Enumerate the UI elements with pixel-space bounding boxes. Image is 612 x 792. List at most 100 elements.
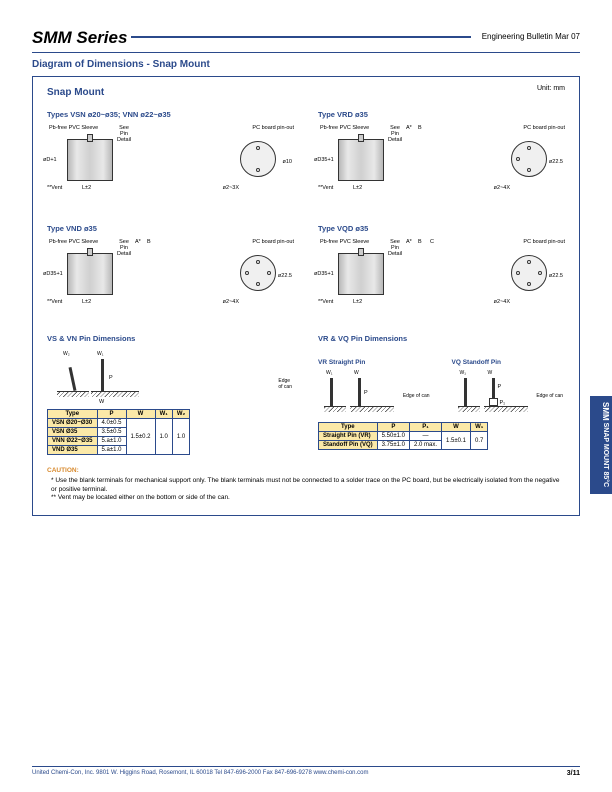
phi-label: ø2~4X: [223, 299, 239, 305]
pin-dim-left: VS & VN Pin Dimensions W₂ W₁ Edge of can…: [47, 334, 294, 455]
w-label: W: [488, 370, 493, 376]
side-tab-line2: SNAP MOUNT 85°C: [602, 423, 609, 488]
caution-title: CAUTION:: [47, 467, 565, 475]
caution-text-1: * Use the blank terminals for mechanical…: [51, 477, 565, 494]
pin-dim-table-left: TypePWW₁W₂VSN Ø20~Ø304.0±0.51.5±0.21.01.…: [47, 409, 190, 455]
p-label: P: [364, 390, 368, 396]
sleeve-label: Pb-free PVC Sleeve: [49, 239, 98, 245]
section-title: Diagram of Dimensions - Snap Mount: [32, 59, 580, 70]
capacitor-shape: [338, 253, 384, 295]
capacitor-shape: [67, 139, 113, 181]
side-tab: SMM SNAP MOUNT 85°C: [590, 396, 612, 494]
diagram-drawing: Pb-free PVC Sleeve See Pin Detail PC boa…: [318, 241, 565, 313]
sleeve-label: Pb-free PVC Sleeve: [320, 125, 369, 131]
pin-diagram-vr: W₁ W Edge of can P: [318, 370, 432, 416]
diam-label: ø22.5: [278, 273, 292, 279]
d35-label: øD35+1: [314, 157, 334, 163]
pcb-circle: [240, 255, 276, 291]
l-label: L±2: [353, 299, 362, 305]
sleeve-label: Pb-free PVC Sleeve: [49, 125, 98, 131]
a-label: A*: [406, 239, 412, 245]
phi-label: ø2~3X: [223, 185, 239, 191]
pin-diagram-vq: W₁ W Edge of can P P₁: [452, 370, 566, 416]
pin-detail-label: See Pin Detail: [117, 239, 131, 257]
c-label: C: [430, 239, 434, 245]
capacitor-shape: [67, 253, 113, 295]
pin-dim-table-right: TypePP₁WW₁Straight Pin (VR)5.50±1.0—1.5±…: [318, 422, 488, 450]
caution-text-2: ** Vent may be located either on the bot…: [51, 494, 565, 502]
l-label: L±2: [82, 185, 91, 191]
w-label: W: [99, 399, 104, 405]
edge-label: Edge of can: [536, 394, 563, 400]
unit-label: Unit: mm: [537, 85, 565, 92]
w1-label: W₁: [460, 370, 466, 376]
series-title: SMM Series: [32, 28, 471, 48]
page-footer: United Chemi-Con, Inc. 9801 W. Higgins R…: [32, 766, 580, 776]
phi-label: ø2~4X: [494, 185, 510, 191]
sleeve-label: Pb-free PVC Sleeve: [320, 239, 369, 245]
type-label: Type VND ø35: [47, 224, 294, 233]
phi-label: ø2~4X: [494, 299, 510, 305]
vr-subtitle: VR Straight Pin: [318, 359, 365, 366]
diagram-vrd: Type VRD ø35 Pb-free PVC Sleeve See Pin …: [318, 110, 565, 206]
b-label: B: [147, 239, 151, 245]
diagram-grid: Types VSN ø20~ø35; VNN ø22~ø35 Pb-free P…: [47, 110, 565, 320]
pin-dimensions-row: VS & VN Pin Dimensions W₂ W₁ Edge of can…: [47, 334, 565, 455]
side-tab-line1: SMM: [601, 402, 610, 421]
l-label: L±2: [353, 185, 362, 191]
caution-block: CAUTION: * Use the blank terminals for m…: [47, 467, 565, 503]
d35-label: øD35+1: [43, 271, 63, 277]
bulletin-label: Engineering Bulletin Mar 07: [482, 32, 580, 41]
edge-label: Edge of can: [403, 394, 430, 400]
p-label: P: [109, 375, 113, 381]
a-label: A*: [135, 239, 141, 245]
w2-label: W₂: [63, 351, 70, 357]
page-number: 3/11: [567, 770, 580, 777]
snap-mount-title: Snap Mount: [47, 87, 565, 98]
diagram-vnd: Type VND ø35 Pb-free PVC Sleeve See Pin …: [47, 224, 294, 320]
pin-detail-label: See Pin Detail: [388, 125, 402, 143]
vent-label: **Vent: [47, 185, 62, 191]
vent-label: **Vent: [47, 299, 62, 305]
diam-label: ø22.5: [549, 159, 563, 165]
diam-label: ø22.5: [549, 273, 563, 279]
p1-label: P₁: [500, 400, 506, 406]
pin-title: VS & VN Pin Dimensions: [47, 334, 294, 343]
page-header: SMM Series Engineering Bulletin Mar 07: [32, 28, 580, 53]
diagram-drawing: Pb-free PVC Sleeve See Pin Detail PC boa…: [318, 127, 565, 199]
d-label: øD+1: [43, 157, 57, 163]
diagram-vqd: Type VQD ø35 Pb-free PVC Sleeve See Pin …: [318, 224, 565, 320]
pcb-circle: [511, 141, 547, 177]
diagram-drawing: Pb-free PVC Sleeve See Pin Detail PC boa…: [47, 241, 294, 313]
pin-title: VR & VQ Pin Dimensions: [318, 334, 565, 343]
pin-dim-right: VR & VQ Pin Dimensions VR Straight Pin W…: [318, 334, 565, 455]
b-label: B: [418, 239, 422, 245]
w-label: W: [354, 370, 359, 376]
pcb-label: PC board pin-out: [252, 125, 294, 131]
footer-text: United Chemi-Con, Inc. 9801 W. Higgins R…: [32, 770, 369, 776]
vq-subtitle: VQ Standoff Pin: [452, 359, 501, 366]
capacitor-shape: [338, 139, 384, 181]
vent-label: **Vent: [318, 299, 333, 305]
pcb-circle: [511, 255, 547, 291]
w1-label: W₁: [326, 370, 332, 376]
diagram-vsn-vnn: Types VSN ø20~ø35; VNN ø22~ø35 Pb-free P…: [47, 110, 294, 206]
type-label: Type VRD ø35: [318, 110, 565, 119]
type-label: Types VSN ø20~ø35; VNN ø22~ø35: [47, 110, 294, 119]
pcb-label: PC board pin-out: [523, 239, 565, 245]
b-label: B: [418, 125, 422, 131]
a-label: A*: [406, 125, 412, 131]
d35-label: øD35+1: [314, 271, 334, 277]
pin-diagram: W₂ W₁ Edge of can P W: [47, 351, 294, 403]
pcb-label: PC board pin-out: [252, 239, 294, 245]
diam-label: ø10: [283, 159, 292, 165]
pin-detail-label: See Pin Detail: [117, 125, 131, 143]
l-label: L±2: [82, 299, 91, 305]
p-label: P: [498, 384, 502, 390]
vent-label: **Vent: [318, 185, 333, 191]
type-label: Type VQD ø35: [318, 224, 565, 233]
diagram-drawing: Pb-free PVC Sleeve See Pin Detail PC boa…: [47, 127, 294, 199]
content-box: Unit: mm Snap Mount Types VSN ø20~ø35; V…: [32, 76, 580, 516]
edge-label: Edge of can: [278, 379, 292, 390]
pcb-circle: [240, 141, 276, 177]
